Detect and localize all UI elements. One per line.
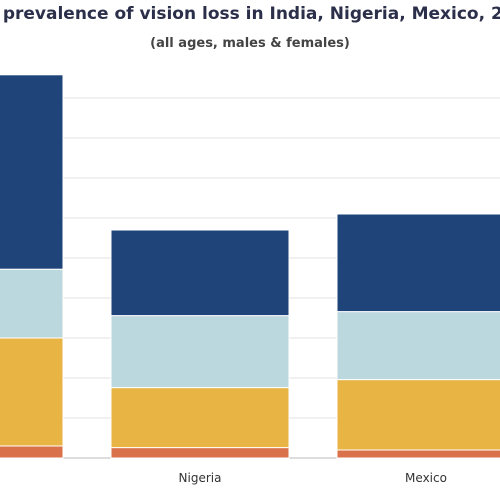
bar-segment[interactable] <box>110 447 290 459</box>
chart-title: e prevalence of vision loss in India, Ni… <box>0 4 500 24</box>
bar-segment[interactable] <box>110 387 290 449</box>
bars <box>0 74 500 459</box>
x-tick-label: Mexico <box>405 471 447 485</box>
bar-segment[interactable] <box>0 74 64 270</box>
bar-segment[interactable] <box>336 379 500 451</box>
bar-segment[interactable] <box>336 213 500 313</box>
bar-segment[interactable] <box>0 337 64 447</box>
bar-segment[interactable] <box>336 311 500 381</box>
bar-segment[interactable] <box>336 449 500 459</box>
bar-segment[interactable] <box>0 268 64 339</box>
bar-segment[interactable] <box>0 445 64 459</box>
chart-subtitle: (all ages, males & females) <box>150 36 350 51</box>
bar-segment[interactable] <box>110 229 290 317</box>
bar-segment[interactable] <box>110 315 290 389</box>
x-tick-label: Nigeria <box>179 471 222 485</box>
x-tick-labels: Nigeria Mexico <box>179 471 447 485</box>
